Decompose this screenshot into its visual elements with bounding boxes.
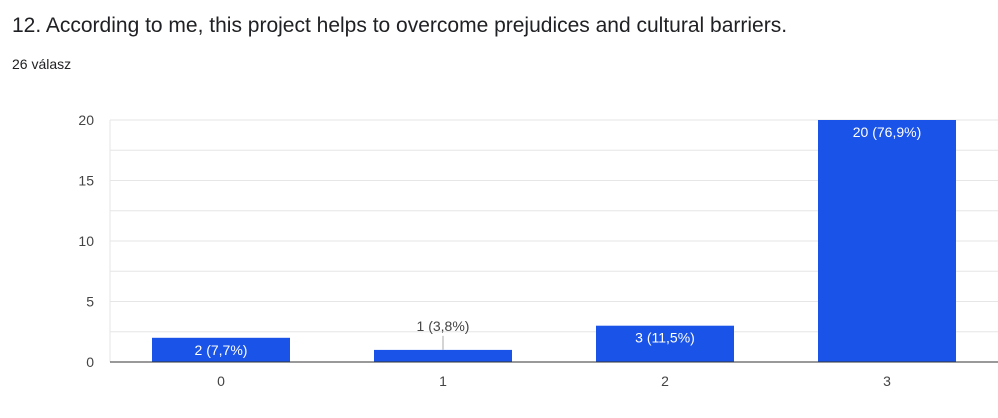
y-tick-label: 20 <box>78 112 94 128</box>
y-tick-label: 10 <box>78 233 94 249</box>
x-tick-label: 1 <box>439 373 447 389</box>
y-tick-label: 5 <box>86 294 94 310</box>
data-label: 2 (7,7%) <box>195 342 248 358</box>
x-tick-label: 2 <box>661 373 669 389</box>
x-tick-label: 3 <box>883 373 891 389</box>
y-tick-label: 15 <box>78 173 94 189</box>
bar-0 <box>152 337 290 362</box>
bar-2 <box>596 325 734 362</box>
y-tick-label: 0 <box>86 354 94 370</box>
data-label: 3 (11,5%) <box>635 330 695 346</box>
x-tick-label: 0 <box>217 373 225 389</box>
bars <box>152 120 956 362</box>
bar-1 <box>374 349 512 362</box>
response-count: 26 válasz <box>12 56 72 72</box>
data-labels: 2 (7,7%) 1 (3,8%) 3 (11,5%) 20 (76,9%) <box>195 124 922 358</box>
bar-3 <box>818 120 956 362</box>
data-label: 1 (3,8%) <box>417 318 470 334</box>
axes: 0 5 10 15 20 0 1 2 3 <box>78 112 998 389</box>
question-title: 12. According to me, this project helps … <box>12 14 788 37</box>
data-label: 20 (76,9%) <box>853 124 921 140</box>
